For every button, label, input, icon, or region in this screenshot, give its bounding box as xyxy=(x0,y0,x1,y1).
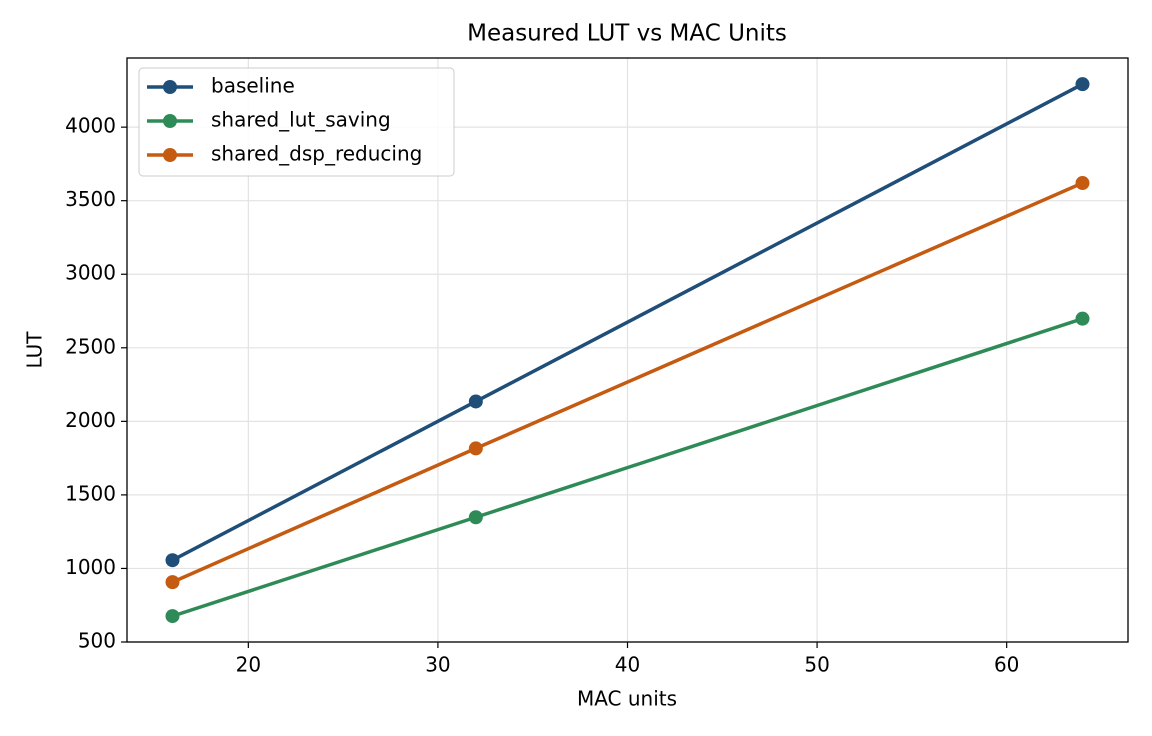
legend-label: shared_dsp_reducing xyxy=(211,142,422,166)
x-tick-label: 40 xyxy=(615,653,640,677)
legend-label: baseline xyxy=(211,74,295,98)
data-point xyxy=(468,394,483,409)
data-point xyxy=(165,575,180,590)
y-tick-label: 4000 xyxy=(65,114,116,138)
data-point xyxy=(468,441,483,456)
legend-marker xyxy=(163,148,177,162)
legend-label: shared_lut_saving xyxy=(211,108,391,132)
data-point xyxy=(165,609,180,624)
x-tick-label: 30 xyxy=(425,653,450,677)
plot-frame xyxy=(126,57,1129,643)
y-tick-label: 1500 xyxy=(65,481,116,505)
data-point xyxy=(1075,176,1090,191)
x-axis-label: MAC units xyxy=(577,687,677,711)
chart-title: Measured LUT vs MAC Units xyxy=(467,21,787,47)
y-tick-label: 3000 xyxy=(65,261,116,285)
y-axis-label: LUT xyxy=(23,331,47,369)
legend-marker xyxy=(163,114,177,128)
legend-box xyxy=(138,67,455,177)
legend-marker xyxy=(163,80,177,94)
data-point xyxy=(1075,311,1090,326)
legend: baseline shared_lut_saving shared_dsp_redu… xyxy=(138,67,455,177)
y-tick-label: 2000 xyxy=(65,408,116,432)
y-tick-label: 1000 xyxy=(65,555,116,579)
x-tick-label: 60 xyxy=(994,653,1019,677)
y-tick-label: 2500 xyxy=(65,334,116,358)
data-point xyxy=(468,510,483,525)
x-tick-label: 50 xyxy=(804,653,829,677)
data-point xyxy=(165,553,180,568)
x-tick-label: 20 xyxy=(236,653,261,677)
data-point xyxy=(1075,77,1090,92)
y-tick-label: 3500 xyxy=(65,187,116,211)
y-tick-label: 500 xyxy=(78,629,116,653)
